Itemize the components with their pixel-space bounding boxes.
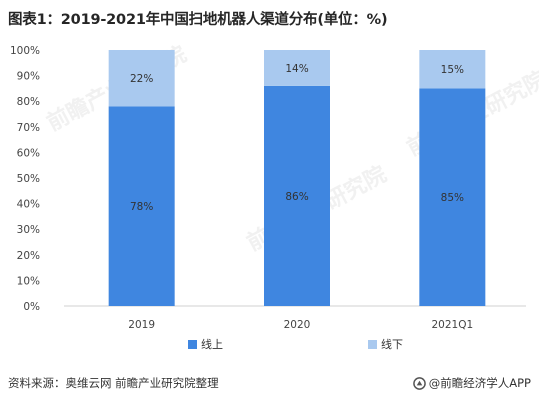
bars: 78% 22% 86% 14% 85% 15% (108, 50, 486, 307)
data-label: 85% (441, 192, 464, 204)
bar-offline (108, 50, 175, 107)
y-tick-label: 0% (23, 301, 40, 313)
data-label: 22% (130, 73, 153, 85)
x-tick-label: 2019 (128, 319, 155, 331)
legend-label: 线上 (201, 337, 223, 351)
y-tick-label: 20% (17, 250, 40, 262)
y-tick-label: 70% (17, 122, 40, 134)
brand-credit: @前瞻经济学人APP (412, 375, 531, 391)
bar-online (264, 85, 330, 306)
data-label: 14% (285, 63, 308, 75)
bar-online (419, 88, 486, 307)
bar-offline (419, 50, 486, 89)
chart-title: 图表1：2019-2021年中国扫地机器人渠道分布(单位：%) (8, 12, 388, 28)
y-tick-label: 90% (17, 71, 40, 83)
brand-logo-icon (412, 376, 426, 390)
legend-swatch-online (188, 340, 197, 349)
y-tick-label: 80% (17, 96, 40, 108)
x-axis: 2019 2020 2021Q1 (128, 319, 473, 331)
bar-offline (264, 50, 330, 86)
y-tick-label: 60% (17, 147, 40, 159)
legend: 线上 线下 (188, 337, 403, 351)
y-tick-label: 10% (17, 275, 40, 287)
y-tick-label: 40% (17, 199, 40, 211)
y-tick-label: 100% (10, 45, 40, 57)
x-tick-label: 2021Q1 (431, 319, 473, 331)
legend-swatch-offline (368, 340, 377, 349)
source-note: 资料来源：奥维云网 前瞻产业研究院整理 (8, 376, 219, 390)
y-tick-label: 50% (17, 173, 40, 185)
data-label: 86% (285, 191, 308, 203)
y-axis: 0% 10% 20% 30% 40% 50% 60% 70% 80% 90% 100% (10, 45, 526, 313)
x-tick-label: 2020 (284, 319, 311, 331)
legend-label: 线下 (381, 337, 403, 351)
bar-online (108, 106, 175, 306)
brand-text: @前瞻经济学人APP (428, 376, 531, 390)
data-label: 15% (441, 64, 464, 76)
y-tick-label: 30% (17, 224, 40, 236)
data-label: 78% (130, 201, 153, 213)
